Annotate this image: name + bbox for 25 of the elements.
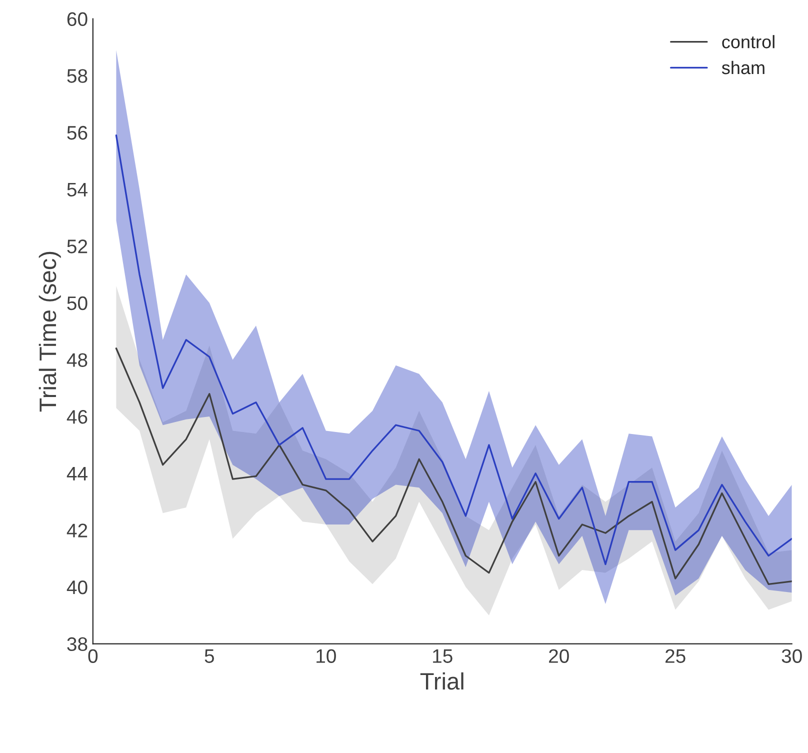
x-tick-label: 30 bbox=[782, 649, 802, 663]
y-tick-label: 40 bbox=[66, 580, 88, 594]
x-tick-label: 10 bbox=[316, 649, 336, 663]
x-axis-title: Trial bbox=[420, 672, 464, 690]
legend-label: control bbox=[722, 35, 774, 48]
line-series bbox=[115, 134, 792, 566]
y-tick-label: 52 bbox=[67, 240, 88, 254]
y-tick-label: 58 bbox=[67, 69, 88, 83]
x-tick-label: 20 bbox=[549, 649, 569, 663]
y-tick-label: 48 bbox=[66, 353, 88, 367]
x-tick-label: 5 bbox=[204, 649, 214, 663]
y-axis-title: Trial Time (sec) bbox=[38, 252, 61, 412]
x-tick-label: 25 bbox=[666, 649, 686, 663]
x-tick-label: 0 bbox=[88, 649, 98, 663]
y-tick-label: 56 bbox=[67, 126, 88, 140]
x-tick-label: 15 bbox=[433, 649, 452, 663]
y-tick-label: 50 bbox=[67, 296, 88, 310]
y-tick-label: 44 bbox=[66, 467, 88, 480]
line-series bbox=[115, 348, 792, 585]
y-tick-label: 42 bbox=[66, 524, 88, 538]
legend-label: sham bbox=[722, 60, 764, 74]
y-tick-label: 46 bbox=[66, 410, 88, 424]
y-tick-label: 60 bbox=[67, 12, 88, 26]
y-tick-label: 38 bbox=[67, 637, 88, 652]
y-tick-label: 54 bbox=[67, 182, 88, 197]
